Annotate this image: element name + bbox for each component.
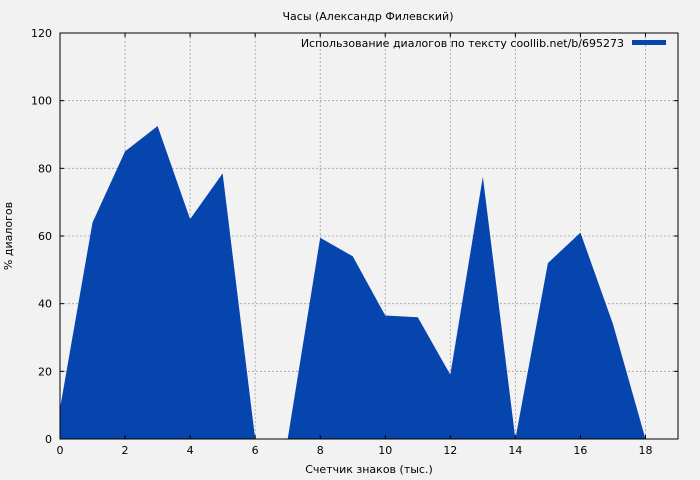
legend-swatch: [632, 40, 666, 45]
y-tick-label: 120: [31, 27, 52, 40]
axis-ticks: 0 2 4 6 8 10 12 14 16 18 0 20 40 60 80 100 120: [31, 27, 678, 457]
x-tick-label: 8: [317, 444, 324, 457]
x-tick-label: 18: [638, 444, 652, 457]
area-segment: [287, 176, 646, 439]
x-tick-label: 4: [187, 444, 194, 457]
x-tick-label: 2: [122, 444, 129, 457]
area-series: [60, 126, 646, 440]
x-axis-label: Счетчик знаков (тыс.): [305, 463, 433, 476]
x-tick-label: 0: [57, 444, 64, 457]
x-tick-label: 12: [443, 444, 457, 457]
x-tick-label: 10: [378, 444, 392, 457]
chart-title: Часы (Александр Филевский): [282, 10, 453, 23]
legend-label: Использование диалогов по тексту coollib…: [301, 37, 624, 50]
y-tick-label: 20: [38, 365, 52, 378]
legend: Использование диалогов по тексту coollib…: [301, 37, 666, 50]
y-axis-label: % диалогов: [2, 202, 15, 270]
y-tick-label: 0: [45, 433, 52, 446]
x-tick-label: 14: [508, 444, 522, 457]
x-tick-label: 16: [573, 444, 587, 457]
y-tick-label: 80: [38, 162, 52, 175]
y-tick-label: 60: [38, 230, 52, 243]
area-segment: [60, 126, 256, 440]
y-tick-label: 100: [31, 95, 52, 108]
x-tick-label: 6: [252, 444, 259, 457]
y-tick-label: 40: [38, 298, 52, 311]
